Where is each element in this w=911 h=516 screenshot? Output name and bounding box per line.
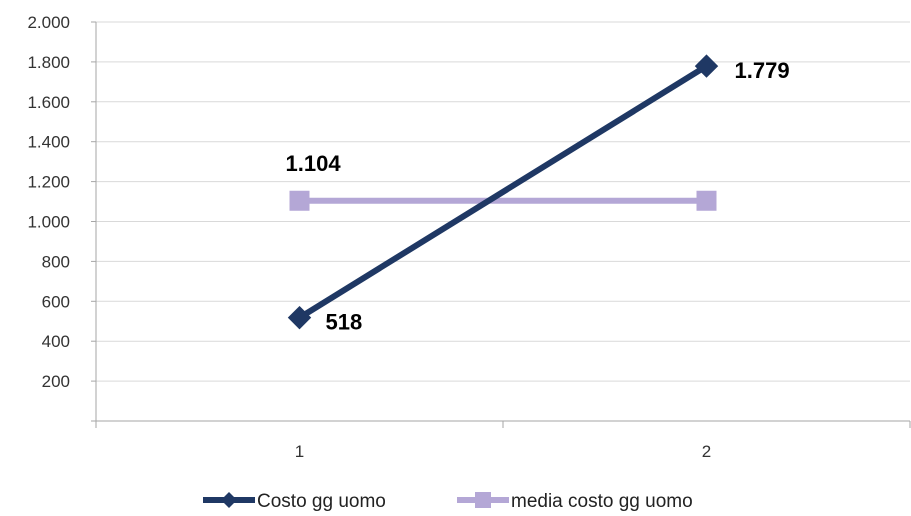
y-tick-label: 800 <box>42 252 70 271</box>
data-label: 1.104 <box>286 151 342 176</box>
y-tick-label: 2.000 <box>27 13 70 32</box>
x-tick-label: 2 <box>702 442 711 461</box>
y-tick-label: 1.800 <box>27 53 70 72</box>
data-point-square <box>696 190 717 211</box>
legend-marker-diamond <box>221 492 237 508</box>
legend-marker-square <box>475 492 491 508</box>
data-label: 518 <box>326 310 363 335</box>
series-line-0 <box>296 63 710 321</box>
legend-label: media costo gg uomo <box>511 491 693 512</box>
y-tick-label: 1.000 <box>27 213 70 232</box>
y-tick-label: 1.200 <box>27 173 70 192</box>
y-tick-label: 600 <box>42 292 70 311</box>
y-tick-label: 400 <box>42 332 70 351</box>
data-label: 1.779 <box>735 58 790 83</box>
y-tick-label: 200 <box>42 372 70 391</box>
y-tick-label: 1.400 <box>27 133 70 152</box>
y-tick-label: 1.600 <box>27 93 70 112</box>
data-point-diamond <box>287 305 312 330</box>
data-point-square <box>289 190 310 211</box>
data-point-diamond <box>694 54 719 78</box>
x-tick-label: 1 <box>295 442 304 461</box>
legend-label: Costo gg uomo <box>257 491 386 512</box>
